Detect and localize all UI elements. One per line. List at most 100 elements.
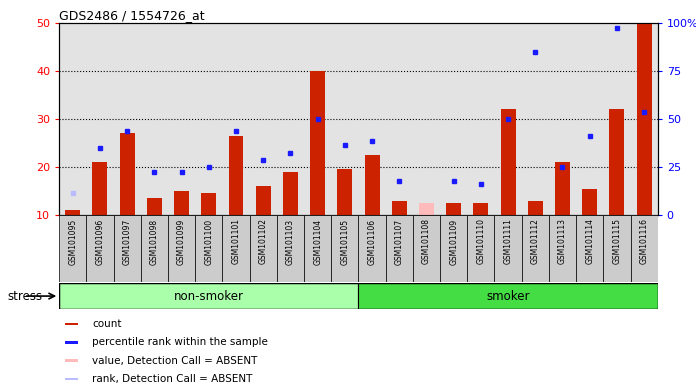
Bar — [228, 136, 244, 215]
Bar — [331, 215, 358, 282]
Text: GSM101104: GSM101104 — [313, 218, 322, 265]
Text: GSM101115: GSM101115 — [612, 218, 622, 265]
Text: GSM101101: GSM101101 — [232, 218, 241, 265]
Text: count: count — [92, 319, 122, 329]
Bar — [65, 341, 78, 344]
Bar — [358, 283, 658, 309]
Bar — [250, 215, 277, 282]
Bar — [440, 215, 467, 282]
Bar — [386, 23, 413, 215]
Bar — [603, 23, 631, 215]
Bar — [358, 23, 386, 215]
Bar — [331, 23, 358, 215]
Bar — [255, 186, 271, 215]
Bar — [93, 162, 107, 215]
Bar — [59, 283, 358, 309]
Bar — [310, 71, 325, 215]
Bar — [576, 215, 603, 282]
Bar — [338, 169, 352, 215]
Bar — [467, 23, 494, 215]
Bar — [358, 215, 386, 282]
Bar — [549, 215, 576, 282]
Bar — [446, 203, 461, 215]
Bar — [631, 215, 658, 282]
Bar — [386, 215, 413, 282]
Bar — [522, 215, 549, 282]
Text: GSM101106: GSM101106 — [367, 218, 377, 265]
Bar — [413, 23, 440, 215]
Text: GSM101108: GSM101108 — [422, 218, 431, 265]
Bar — [549, 23, 576, 215]
Bar — [223, 215, 250, 282]
Bar — [59, 23, 86, 215]
Bar — [277, 23, 304, 215]
Bar — [250, 23, 277, 215]
Bar — [283, 172, 298, 215]
Bar — [223, 23, 250, 215]
Text: stress: stress — [7, 290, 42, 303]
Text: GSM101116: GSM101116 — [640, 218, 649, 265]
Text: GSM101096: GSM101096 — [95, 218, 104, 265]
Text: GSM101110: GSM101110 — [476, 218, 485, 265]
Bar — [65, 323, 78, 326]
Bar — [637, 23, 651, 215]
Text: GSM101097: GSM101097 — [122, 218, 132, 265]
Bar — [141, 23, 168, 215]
Bar — [555, 162, 570, 215]
Text: non-smoker: non-smoker — [174, 290, 244, 303]
Text: GSM101107: GSM101107 — [395, 218, 404, 265]
Bar — [304, 23, 331, 215]
Text: GSM101100: GSM101100 — [205, 218, 213, 265]
Bar — [141, 215, 168, 282]
Bar — [631, 23, 658, 215]
Bar — [168, 23, 195, 215]
Bar — [392, 200, 406, 215]
Text: GSM101114: GSM101114 — [585, 218, 594, 265]
Text: rank, Detection Call = ABSENT: rank, Detection Call = ABSENT — [92, 374, 253, 384]
Bar — [419, 203, 434, 215]
Text: GSM101098: GSM101098 — [150, 218, 159, 265]
Bar — [168, 215, 195, 282]
Text: GSM101113: GSM101113 — [558, 218, 567, 265]
Bar — [583, 189, 597, 215]
Bar — [522, 23, 549, 215]
Bar — [195, 23, 223, 215]
Text: GSM101103: GSM101103 — [286, 218, 295, 265]
Text: value, Detection Call = ABSENT: value, Detection Call = ABSENT — [92, 356, 258, 366]
Text: GSM101099: GSM101099 — [177, 218, 186, 265]
Bar — [65, 210, 80, 215]
Bar — [120, 134, 134, 215]
Bar — [86, 215, 113, 282]
Text: GSM101111: GSM101111 — [504, 218, 512, 264]
Text: GSM101112: GSM101112 — [531, 218, 540, 264]
Bar — [494, 23, 522, 215]
Bar — [86, 23, 113, 215]
Bar — [576, 23, 603, 215]
Text: GSM101109: GSM101109 — [449, 218, 458, 265]
Bar — [65, 359, 78, 362]
Bar — [174, 191, 189, 215]
Bar — [500, 109, 516, 215]
Bar — [467, 215, 494, 282]
Text: GDS2486 / 1554726_at: GDS2486 / 1554726_at — [59, 9, 205, 22]
Bar — [610, 109, 624, 215]
Bar — [365, 155, 379, 215]
Bar — [65, 377, 78, 380]
Bar — [113, 23, 141, 215]
Bar — [59, 215, 86, 282]
Bar — [528, 200, 543, 215]
Bar — [195, 215, 223, 282]
Bar — [494, 215, 522, 282]
Text: percentile rank within the sample: percentile rank within the sample — [92, 338, 268, 348]
Bar — [473, 203, 489, 215]
Text: GSM101102: GSM101102 — [259, 218, 268, 265]
Text: GSM101105: GSM101105 — [340, 218, 349, 265]
Text: smoker: smoker — [487, 290, 530, 303]
Bar — [277, 215, 304, 282]
Bar — [201, 194, 216, 215]
Bar — [304, 215, 331, 282]
Text: GSM101095: GSM101095 — [68, 218, 77, 265]
Bar — [147, 198, 162, 215]
Bar — [603, 215, 631, 282]
Bar — [440, 23, 467, 215]
